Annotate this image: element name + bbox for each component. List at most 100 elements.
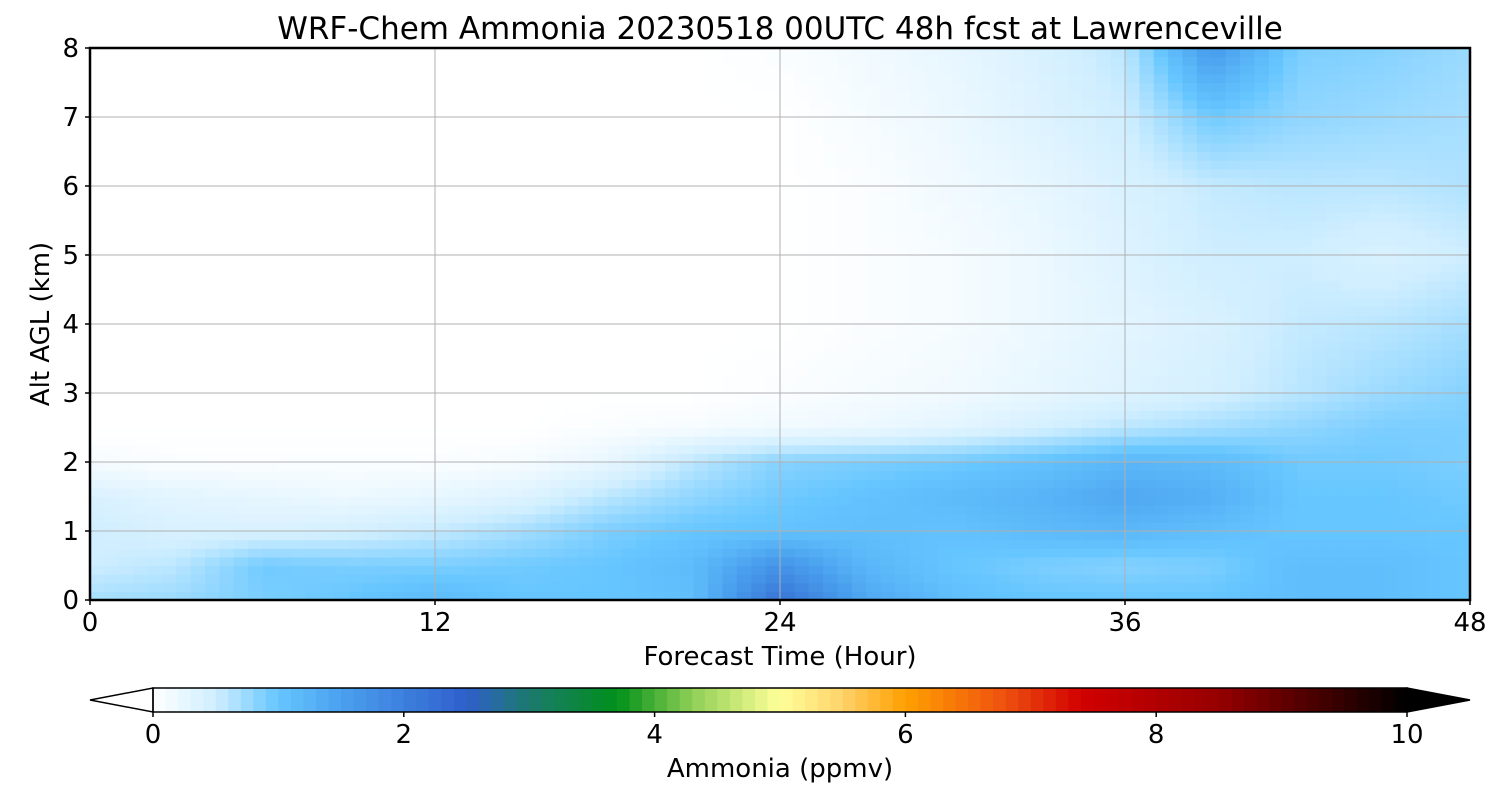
- heatmap-cell: [1110, 367, 1126, 377]
- heatmap-cell: [621, 117, 637, 127]
- heatmap-cell: [952, 479, 968, 489]
- heatmap-cell: [722, 134, 738, 144]
- heatmap-cell: [693, 418, 709, 429]
- heatmap-cell: [1196, 168, 1212, 178]
- heatmap-cell: [1182, 444, 1198, 454]
- heatmap-cell: [521, 341, 537, 351]
- heatmap-cell: [535, 574, 551, 584]
- heatmap-cell: [909, 410, 925, 420]
- heatmap-cell: [90, 548, 105, 558]
- heatmap-cell: [205, 324, 220, 334]
- heatmap-cell: [363, 91, 379, 101]
- heatmap-cell: [305, 108, 321, 118]
- heatmap-cell: [1081, 289, 1097, 299]
- heatmap-cell: [291, 410, 307, 420]
- heatmap-cell: [650, 436, 666, 446]
- heatmap-cell: [665, 556, 680, 567]
- heatmap-cell: [305, 194, 321, 204]
- heatmap-cell: [233, 531, 249, 541]
- heatmap-cell: [1125, 349, 1140, 360]
- heatmap-cell: [909, 65, 925, 75]
- heatmap-cell: [880, 591, 896, 601]
- heatmap-cell: [1038, 220, 1054, 230]
- heatmap-cell: [1096, 56, 1112, 66]
- heatmap-cell: [765, 470, 781, 480]
- heatmap-cell: [1067, 203, 1083, 213]
- heatmap-cell: [262, 73, 278, 84]
- heatmap-cell: [133, 73, 149, 84]
- heatmap-cell: [564, 393, 580, 403]
- heatmap-cell: [564, 548, 580, 558]
- heatmap-cell: [780, 134, 795, 144]
- heatmap-cell: [650, 203, 666, 213]
- heatmap-cell: [1067, 582, 1083, 592]
- heatmap-cell: [406, 315, 422, 325]
- heatmap-cell: [291, 479, 307, 489]
- heatmap-cell: [1182, 462, 1198, 472]
- heatmap-cell: [1024, 384, 1040, 394]
- heatmap-cell: [219, 582, 235, 592]
- heatmap-cell: [1067, 315, 1083, 325]
- heatmap-cell: [190, 324, 206, 334]
- heatmap-cell: [693, 65, 709, 75]
- heatmap-cell: [262, 91, 278, 101]
- heatmap-cell: [492, 427, 508, 437]
- heatmap-cell: [147, 298, 163, 308]
- heatmap-cell: [1024, 48, 1040, 58]
- heatmap-cell: [363, 280, 379, 291]
- heatmap-cell: [535, 375, 551, 385]
- heatmap-cell: [794, 73, 810, 84]
- heatmap-cell: [291, 272, 307, 282]
- heatmap-cell: [219, 186, 235, 196]
- heatmap-cell: [176, 108, 192, 118]
- heatmap-cell: [636, 177, 652, 187]
- heatmap-cell: [952, 125, 968, 135]
- heatmap-cell: [1024, 237, 1040, 247]
- heatmap-cell: [205, 151, 220, 161]
- heatmap-cell: [377, 470, 393, 480]
- heatmap-cell: [1182, 142, 1198, 153]
- heatmap-cell: [564, 582, 580, 592]
- heatmap-cell: [938, 444, 954, 454]
- heatmap-cell: [133, 384, 149, 394]
- heatmap-cell: [1139, 194, 1155, 204]
- heatmap-cell: [765, 341, 781, 351]
- heatmap-cell: [708, 99, 724, 109]
- heatmap-cell: [765, 462, 781, 472]
- heatmap-cell: [161, 160, 177, 170]
- heatmap-cell: [837, 470, 853, 480]
- heatmap-cell: [219, 341, 235, 351]
- heatmap-cell: [492, 462, 508, 472]
- heatmap-cell: [722, 306, 738, 316]
- heatmap-cell: [1081, 401, 1097, 411]
- heatmap-cell: [435, 263, 450, 273]
- heatmap-cell: [1010, 315, 1025, 325]
- heatmap-cell: [679, 427, 695, 437]
- heatmap-cell: [981, 418, 997, 429]
- heatmap-cell: [147, 186, 163, 196]
- heatmap-cell: [607, 263, 623, 273]
- heatmap-cell: [233, 367, 249, 377]
- heatmap-cell: [938, 229, 954, 239]
- heatmap-cell: [320, 487, 335, 498]
- heatmap-cell: [305, 237, 321, 247]
- heatmap-cell: [435, 444, 450, 454]
- heatmap-cell: [909, 211, 925, 222]
- heatmap-cell: [161, 367, 177, 377]
- heatmap-cell: [1182, 513, 1198, 523]
- heatmap-cell: [391, 418, 407, 429]
- heatmap-cell: [1196, 194, 1212, 204]
- heatmap-cell: [593, 496, 609, 506]
- heatmap-cell: [736, 582, 752, 592]
- heatmap-cell: [981, 556, 997, 567]
- heatmap-cell: [478, 556, 494, 567]
- heatmap-cell: [521, 203, 537, 213]
- heatmap-cell: [780, 246, 795, 256]
- heatmap-cell: [1010, 246, 1025, 256]
- heatmap-cell: [1139, 229, 1155, 239]
- heatmap-cell: [1196, 263, 1212, 273]
- heatmap-cell: [1010, 393, 1025, 403]
- heatmap-cell: [449, 220, 465, 230]
- heatmap-cell: [463, 539, 479, 549]
- heatmap-cell: [176, 82, 192, 92]
